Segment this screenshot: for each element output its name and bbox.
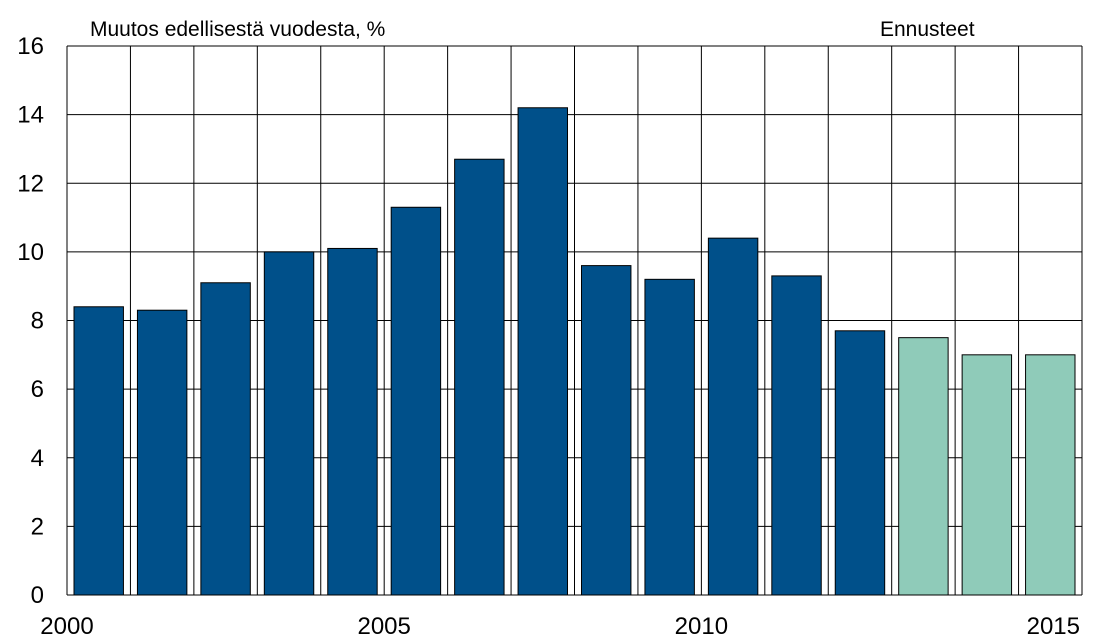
forecast-bar-2013 xyxy=(898,337,949,596)
y-tick-label: 12 xyxy=(17,170,44,197)
bar-2009 xyxy=(644,278,695,596)
bar-2007 xyxy=(517,107,568,596)
y-tick-label: 14 xyxy=(17,102,44,129)
forecast-label: Ennusteet xyxy=(880,18,975,41)
bar-2001 xyxy=(136,309,188,596)
bar-2002 xyxy=(200,282,251,596)
bar-2011 xyxy=(771,275,822,596)
y-tick-label: 16 xyxy=(17,33,44,60)
x-axis-ticks: 2000 2005 2010 2015 xyxy=(40,613,1080,640)
grid-lines xyxy=(66,45,1083,596)
bar-2012 xyxy=(834,330,886,596)
bars xyxy=(73,107,1076,596)
y-tick-label: 4 xyxy=(31,445,44,472)
y-axis-title: Muutos edellisestä vuodesta, % xyxy=(90,18,385,41)
bar-2000 xyxy=(73,306,124,596)
x-tick-label: 2010 xyxy=(675,613,728,640)
y-tick-label: 2 xyxy=(31,513,44,540)
y-tick-label: 6 xyxy=(31,376,44,403)
x-tick-label: 2015 xyxy=(1027,613,1080,640)
bar-2003 xyxy=(263,251,315,596)
bar-2005 xyxy=(390,206,442,596)
bar-2008 xyxy=(581,265,632,596)
x-tick-label: 2005 xyxy=(357,613,410,640)
y-tick-label: 10 xyxy=(17,239,44,266)
forecast-bar-2014 xyxy=(961,354,1013,596)
y-tick-label: 0 xyxy=(31,582,44,609)
bar-2004 xyxy=(327,247,378,596)
x-tick-label: 2000 xyxy=(40,613,93,640)
forecast-bar-2015 xyxy=(1025,354,1076,596)
y-axis-ticks: 0 2 4 6 8 10 12 14 16 xyxy=(17,33,44,609)
y-tick-label: 8 xyxy=(31,308,44,335)
bar-2006 xyxy=(454,158,505,596)
bar-2010 xyxy=(707,237,759,596)
